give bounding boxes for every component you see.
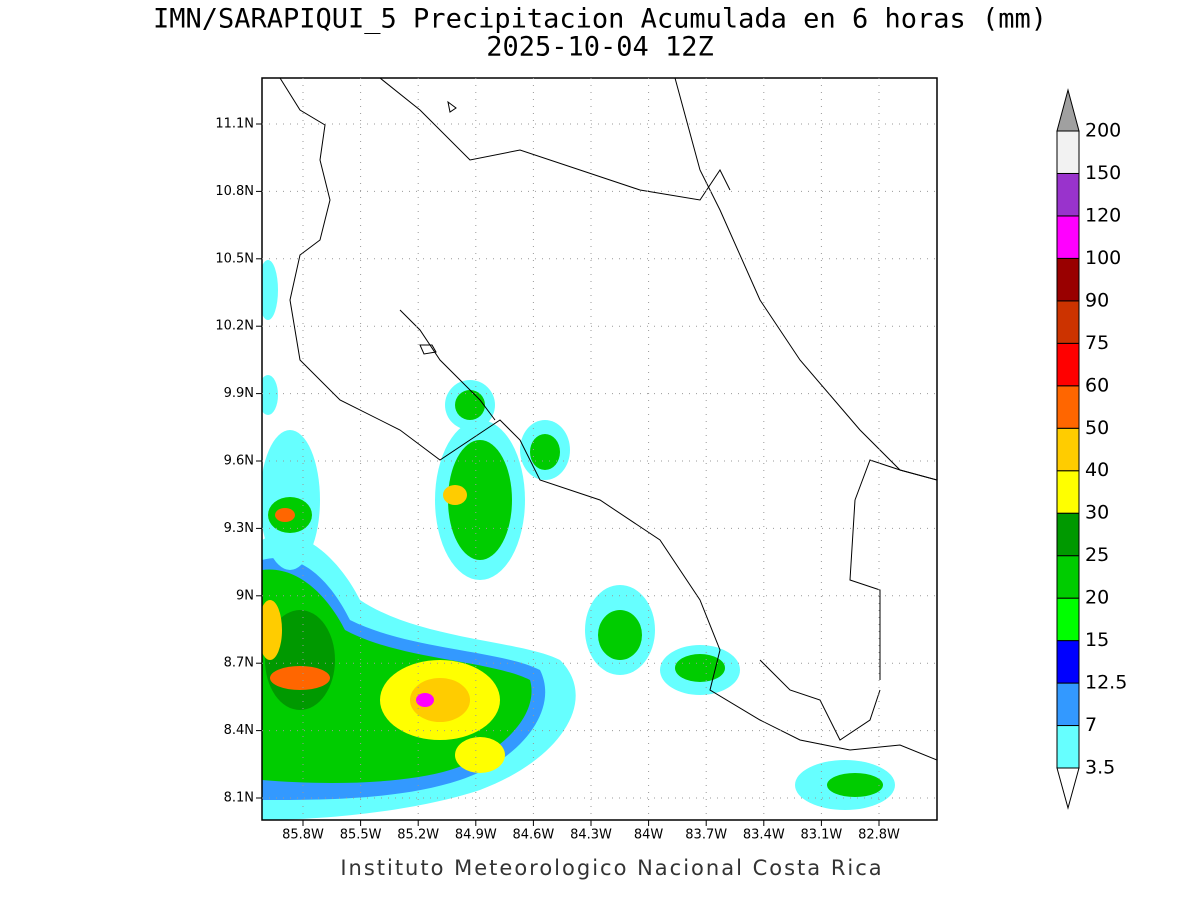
lon-label: 83.7W (685, 828, 727, 843)
colorbar-label: 90 (1085, 289, 1109, 311)
colorbar-box (1056, 215, 1080, 259)
lat-label: 10.2N (215, 319, 254, 334)
colorbar-box (1056, 597, 1080, 642)
lon-label: 85.8W (282, 828, 324, 843)
colorbar-below (1056, 767, 1080, 810)
colorbar-label: 100 (1085, 247, 1121, 269)
lat-label: 8.4N (224, 723, 254, 738)
subtitle: 2025-10-04 12Z (486, 32, 714, 63)
colorbar-label: 75 (1085, 332, 1109, 354)
colorbar-box (1056, 470, 1080, 514)
colorbar-box (1056, 640, 1080, 684)
colorbar-label: 150 (1085, 162, 1121, 184)
lat-label: 11.1N (215, 117, 254, 132)
lon-label: 84.9W (455, 828, 497, 843)
title: IMN/SARAPIQUI_5 Precipitacion Acumulada … (153, 4, 1047, 35)
colorbar-box (1056, 172, 1080, 217)
colorbar-label: 50 (1085, 417, 1109, 439)
colorbar-label: 60 (1085, 374, 1109, 396)
lat-label: 9.3N (224, 521, 254, 536)
colorbar-label: 15 (1085, 629, 1109, 651)
colorbar-box (1056, 385, 1080, 429)
lat-label: 10.5N (215, 251, 254, 266)
lon-label: 83.4W (743, 828, 785, 843)
colorbar-label: 30 (1085, 502, 1109, 524)
lon-label: 84.6W (512, 828, 554, 843)
colorbar-label: 40 (1085, 459, 1109, 481)
colorbar-label: 120 (1085, 204, 1121, 226)
colorbar-label: 3.5 (1085, 757, 1115, 779)
colorbar-label: 20 (1085, 587, 1109, 609)
lon-label: 84.3W (570, 828, 612, 843)
lat-label: 9.6N (224, 454, 254, 469)
colorbar-box (1056, 725, 1080, 769)
precipitation (262, 260, 895, 820)
map (262, 78, 937, 820)
colorbar-box (1056, 512, 1080, 557)
lon-label: 85.2W (397, 828, 439, 843)
lat-label: 8.1N (224, 791, 254, 806)
footer: Instituto Meteorologico Nacional Costa R… (340, 856, 883, 880)
map-frame (261, 77, 938, 821)
colorbar-label: 200 (1085, 120, 1121, 142)
lat-label: 8.7N (224, 656, 254, 671)
colorbar-box (1056, 682, 1080, 727)
lat-label: 10.8N (215, 184, 254, 199)
colorbar-box (1056, 257, 1080, 302)
colorbar-label: 12.5 (1085, 672, 1127, 694)
lon-label: 83.1W (800, 828, 842, 843)
lat-label: 9N (236, 588, 254, 603)
colorbar-above (1056, 88, 1080, 132)
colorbar-box (1056, 555, 1080, 599)
lat-label: 9.9N (224, 386, 254, 401)
colorbar-box (1056, 130, 1080, 174)
colorbar-box (1056, 427, 1080, 472)
lon-label: 82.8W (858, 828, 900, 843)
colorbar-box (1056, 300, 1080, 344)
colorbar-label: 25 (1085, 544, 1109, 566)
lon-label: 85.5W (340, 828, 382, 843)
lon-label: 84W (634, 828, 664, 843)
colorbar-label: 7 (1085, 714, 1097, 736)
colorbar-box (1056, 342, 1080, 387)
